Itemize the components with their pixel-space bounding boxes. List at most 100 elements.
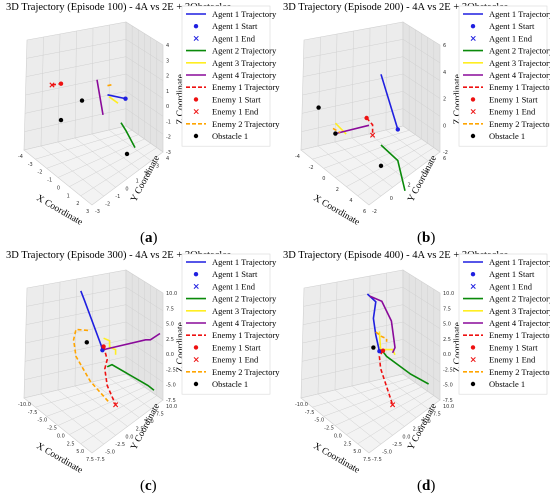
y-tick-label: 2.5 [136, 427, 144, 433]
series-agent-4-trajectory [96, 79, 104, 116]
legend-label: Agent 1 End [212, 33, 256, 43]
y-tick-label: 2 [408, 183, 411, 189]
z-tick-label: -5.0 [443, 383, 453, 389]
chart-title: 3D Trajectory (Episode 400) - 4A vs 2E +… [283, 250, 508, 261]
y-tick-label: 4 [166, 156, 169, 162]
legend-label: Enemy 1 Trajectory [489, 330, 550, 340]
caption-letter: c [145, 478, 152, 494]
y-tick-label: -2 [105, 201, 110, 207]
z-tick-label: 7.5 [166, 306, 174, 312]
y-tick-label: -2.5 [115, 442, 125, 448]
series-enemy-1-trajectory [102, 346, 117, 406]
y-tick-label: 0 [390, 196, 393, 202]
legend-label: Agent 1 Trajectory [212, 257, 277, 267]
marker-obstacle-3 [378, 163, 384, 169]
z-tick-label: -1 [166, 119, 171, 125]
legend-label: Agent 1 End [212, 281, 256, 291]
y-tick-label: 0.0 [125, 434, 133, 440]
legend-label: Agent 4 Trajectory [212, 70, 277, 80]
caption-close: ) [430, 478, 435, 494]
x-tick-label: 2 [336, 187, 339, 193]
z-tick-label: 5.0 [443, 322, 451, 328]
legend-label: Agent 2 Trajectory [212, 46, 277, 56]
x-tick-label: -4 [18, 154, 23, 160]
y-tick-label: -1 [115, 194, 120, 200]
grid-line [24, 356, 127, 380]
caption-letter: a [145, 230, 153, 246]
series-enemy-2-trajectory [72, 328, 109, 403]
legend-swatch [470, 35, 476, 41]
series-agent-2-trajectory [382, 351, 429, 385]
x-tick-label: -5.0 [37, 418, 47, 424]
y-tick-label: -5.0 [105, 449, 115, 455]
panel-caption: (c) [140, 478, 157, 494]
z-tick-label: -2.5 [166, 367, 176, 373]
legend-label: Enemy 1 Start [489, 342, 538, 352]
caption-open: ( [417, 478, 422, 494]
legend-label: Enemy 1 Start [212, 342, 261, 352]
legend-swatch [470, 24, 476, 29]
series-agent-1-trajectory [107, 94, 126, 100]
chart-panel-2: 3D Trajectory (Episode 200) - 4A vs 2E +… [283, 2, 550, 246]
marker-enemy-1-end [370, 132, 376, 138]
legend-swatch [470, 283, 476, 289]
z-tick-label: 2 [166, 74, 169, 80]
legend-label: Obstacle 1 [212, 379, 248, 389]
z-axis-label: Z Coordinate [453, 74, 463, 124]
x-tick-label: 5.0 [353, 449, 361, 455]
grid-line [385, 377, 429, 410]
legend-swatch [470, 272, 476, 277]
z-tick-label: 0 [443, 123, 446, 129]
legend: Agent 1 Trajectory Agent 1 Start Agent 1 E… [458, 5, 550, 147]
series-agent-2-trajectory [106, 363, 155, 391]
z-tick-label: 2.5 [166, 337, 174, 343]
z-tick-label: 0.0 [443, 352, 451, 358]
chart-title: 3D Trajectory (Episode 300) - 4A vs 2E +… [6, 250, 231, 261]
legend-label: Agent 4 Trajectory [212, 318, 277, 328]
caption-open: ( [417, 230, 422, 246]
z-axis-label: Z Coordinate [176, 322, 186, 372]
y-tick-label: 5.0 [146, 419, 154, 425]
z-tick-label: -2 [166, 135, 171, 141]
z-tick-label: 1 [166, 89, 169, 95]
x-tick-label: 5.0 [76, 449, 84, 455]
panel-caption: (a) [140, 230, 158, 246]
legend-label: Enemy 1 End [212, 355, 259, 365]
chart-title: 3D Trajectory (Episode 200) - 4A vs 2E +… [283, 2, 508, 13]
legend-swatch [470, 345, 476, 350]
caption-close: ) [430, 230, 435, 246]
series-agent-3-trajectory [378, 331, 396, 356]
chart-panel-1: 3D Trajectory (Episode 100) - 4A vs 2E +… [6, 2, 280, 246]
legend-swatch [193, 357, 199, 363]
x-tick-label: 7.5 [363, 457, 371, 463]
marker-obstacle-1 [79, 98, 85, 103]
z-axis-label: Z Coordinate [453, 322, 463, 372]
y-tick-label: -2.5 [392, 442, 402, 448]
z-tick-label: 4 [166, 43, 169, 49]
legend-label: Enemy 2 Trajectory [212, 119, 280, 129]
legend-box [458, 5, 548, 147]
marker-enemy-1-end [390, 402, 396, 408]
legend-label: Agent 1 Start [212, 21, 258, 31]
x-tick-label: -2.5 [324, 426, 334, 432]
legend: Agent 1 Trajectory Agent 1 Start Agent 1 E… [458, 253, 550, 395]
series-agent-1-trajectory [366, 293, 381, 352]
z-tick-label: 6 [443, 43, 446, 49]
x-tick-label: 1 [67, 193, 70, 199]
legend-label: Obstacle 1 [489, 131, 525, 141]
series-agent-1-trajectory [80, 290, 104, 351]
marker-enemy-1-start [364, 115, 369, 121]
legend-box [181, 5, 271, 147]
series-agent-1-trajectory [380, 74, 399, 130]
series-enemy-2-trajectory [375, 331, 388, 342]
legend-label: Agent 1 Start [212, 269, 258, 279]
legend-label: Agent 3 Trajectory [489, 58, 550, 68]
x-axis-label: X Coordinate [35, 441, 85, 475]
legend-label: Agent 4 Trajectory [489, 70, 550, 80]
x-tick-label: 2.5 [67, 441, 75, 447]
legend-label: Enemy 1 Start [212, 94, 261, 104]
grid-line [402, 356, 441, 383]
y-tick-label: 2 [146, 171, 149, 177]
caption-close: ) [153, 230, 158, 246]
legend-swatch [193, 381, 199, 387]
